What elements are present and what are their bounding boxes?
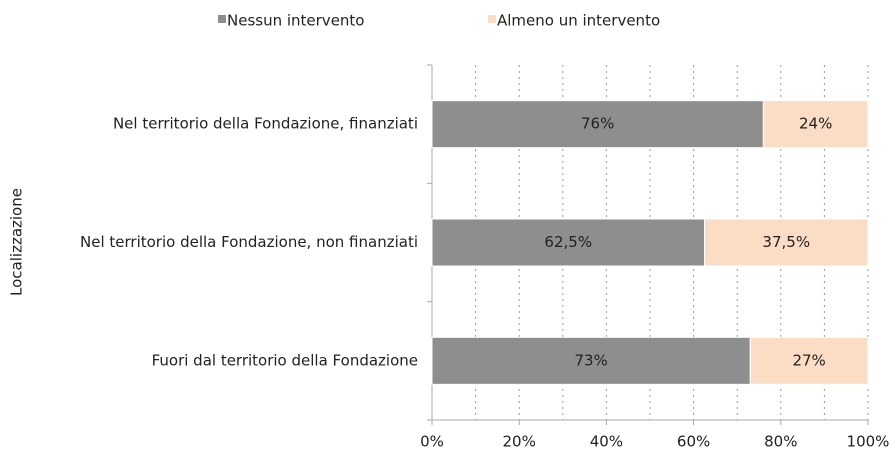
x-tick-label: 80%	[764, 433, 797, 451]
data-label: 27%	[792, 351, 825, 369]
y-axis-label: Localizzazione	[8, 188, 26, 296]
bar-segment	[749, 336, 869, 385]
data-label: 76%	[581, 115, 614, 133]
y-tick-label: Fuori dal territorio della Fondazione	[152, 351, 418, 369]
bar-segment	[762, 100, 869, 149]
x-tick-label: 0%	[420, 433, 444, 451]
bar-segment	[431, 336, 751, 385]
y-tick-label: Nel territorio della Fondazione, finanzi…	[113, 115, 418, 133]
x-tick-label: 100%	[847, 433, 890, 451]
x-tick-label: 20%	[503, 433, 536, 451]
y-tick-label: Nel territorio della Fondazione, non fin…	[80, 233, 418, 251]
legend-label: Almeno un intervento	[497, 12, 660, 30]
data-label: 37,5%	[762, 233, 810, 251]
x-tick-label: 40%	[590, 433, 623, 451]
bar-segment	[431, 100, 764, 149]
bar-segment	[431, 218, 705, 267]
data-label: 24%	[799, 115, 832, 133]
data-label: 73%	[574, 351, 607, 369]
x-tick-label: 60%	[677, 433, 710, 451]
legend-label: Nessun intervento	[227, 12, 364, 30]
legend-swatch	[488, 15, 496, 23]
legend-swatch	[218, 15, 226, 23]
bar-segment	[704, 218, 869, 267]
data-label: 62,5%	[544, 233, 592, 251]
